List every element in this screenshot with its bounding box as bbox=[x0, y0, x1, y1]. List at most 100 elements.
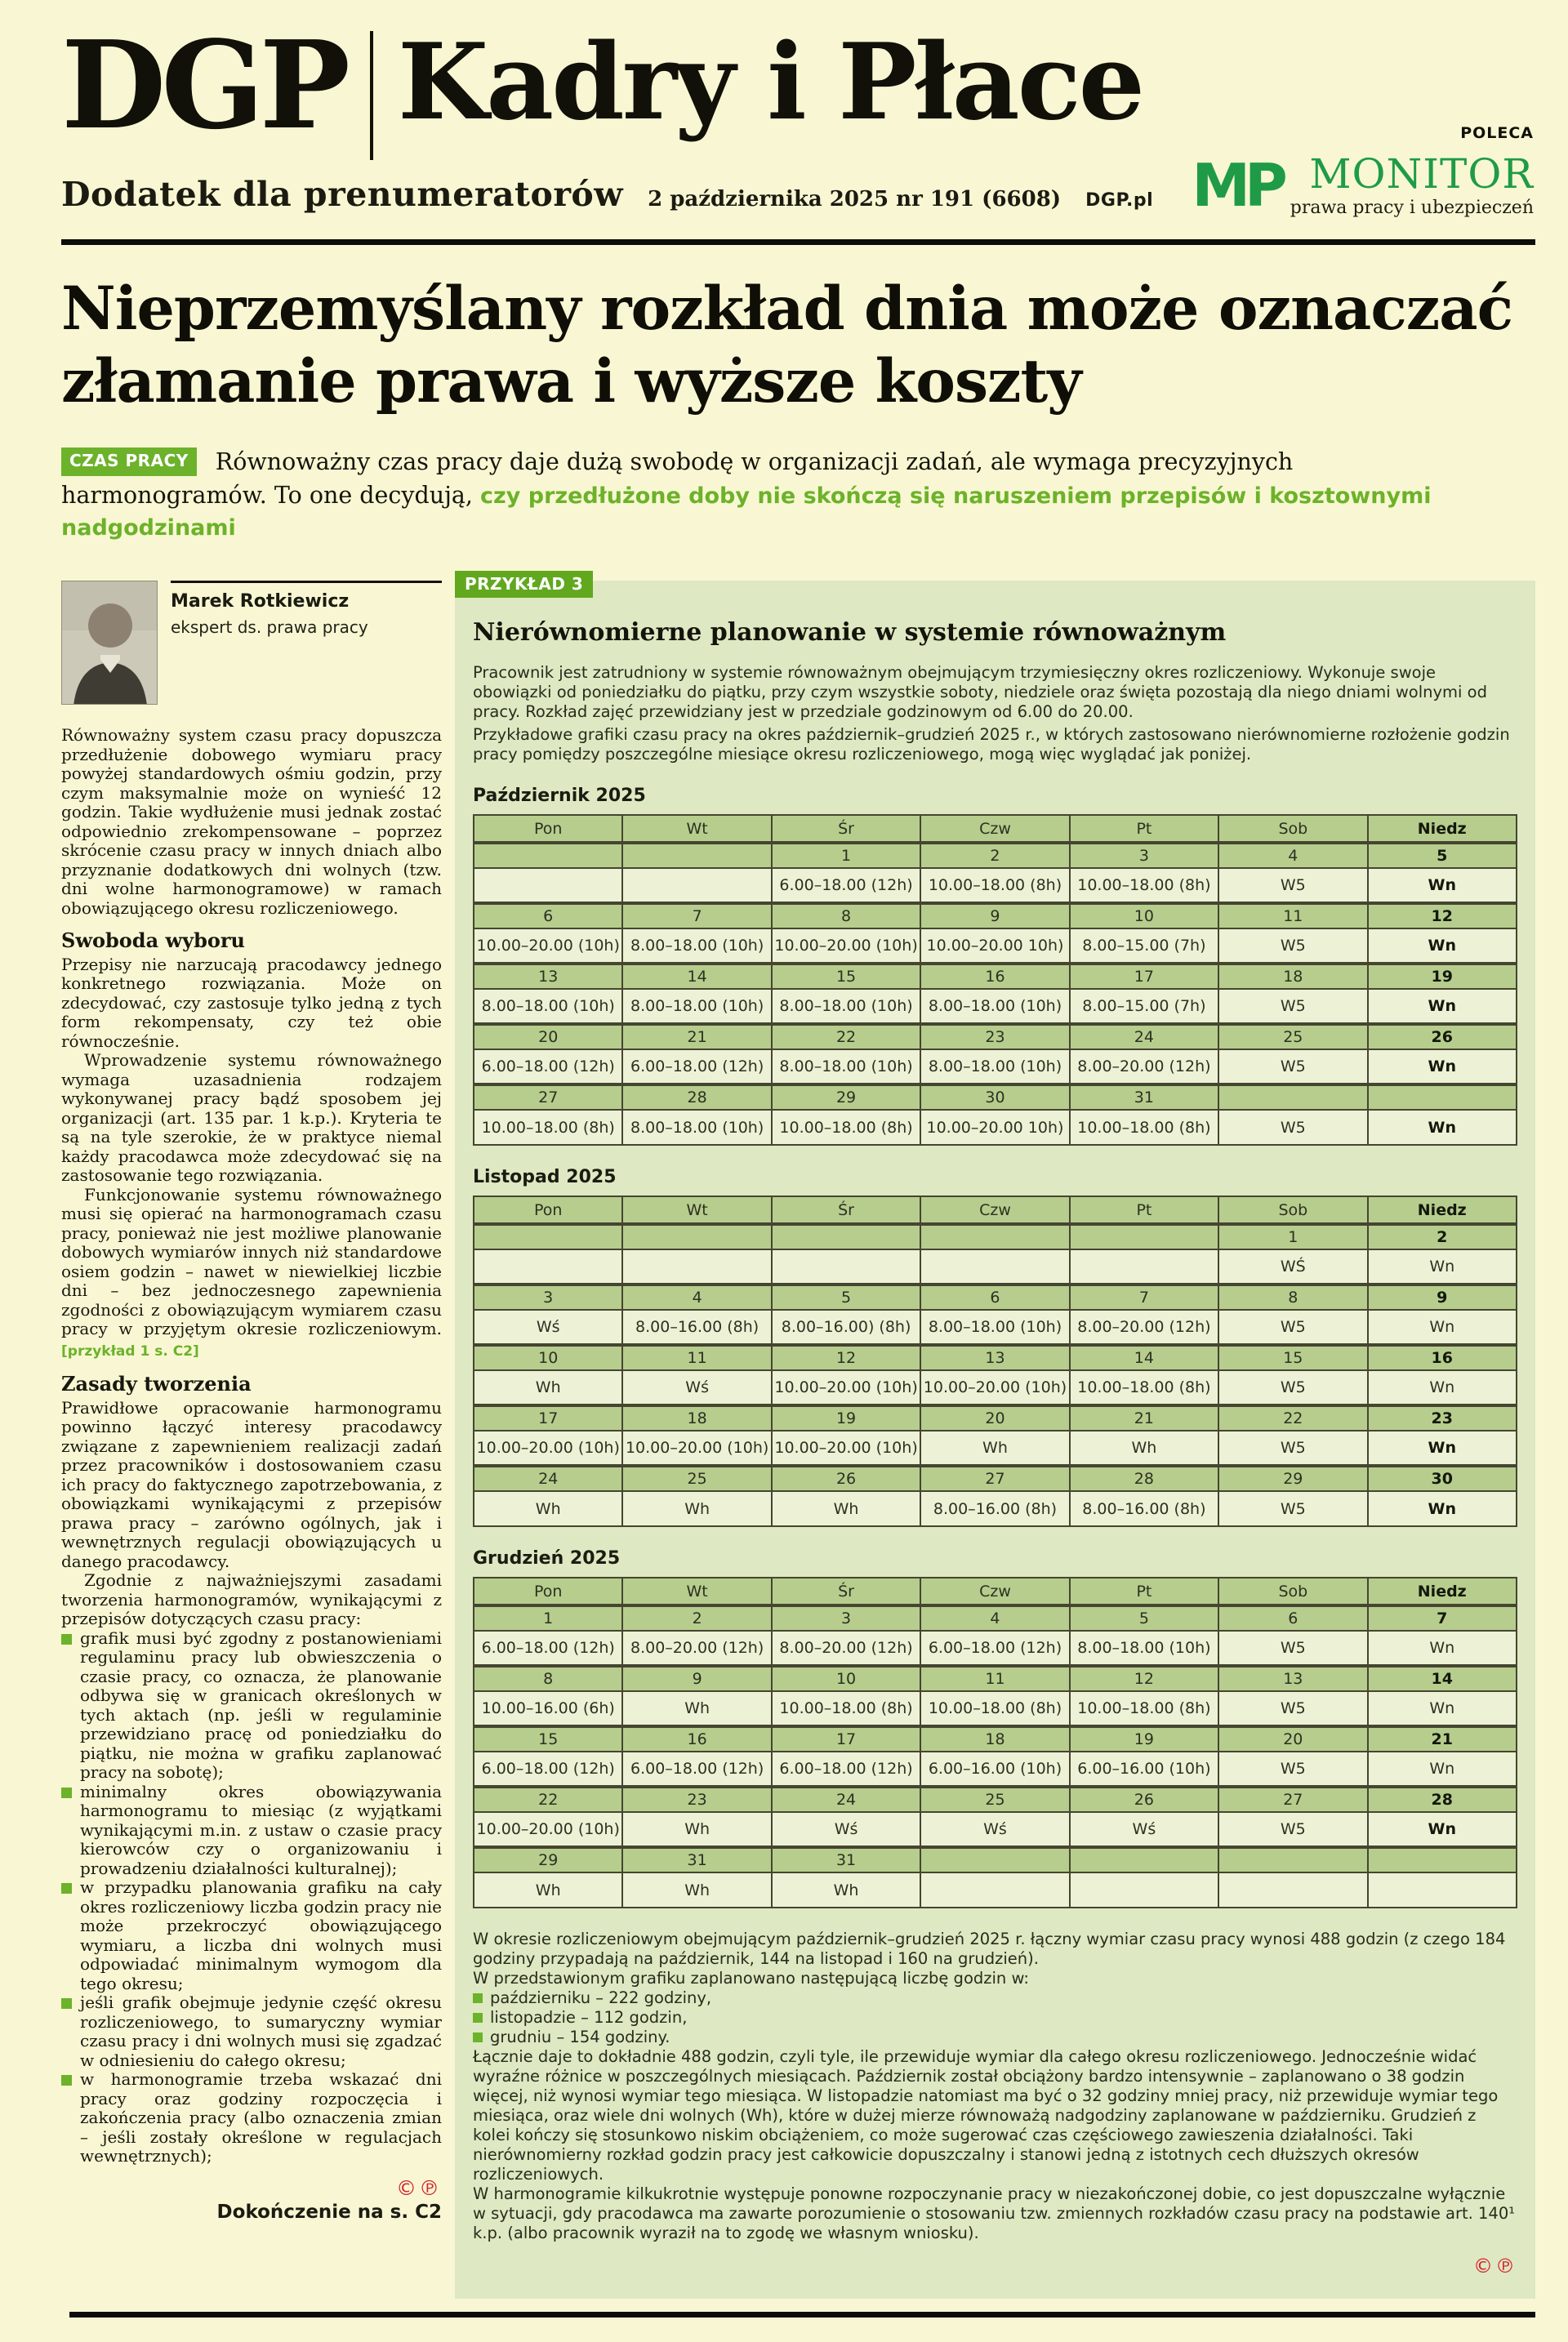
article-paragraph: Prawidłowe opracowanie harmonogramu powi… bbox=[61, 1397, 442, 1571]
month-label: Listopad 2025 bbox=[473, 1167, 617, 1188]
date-cell: 9 bbox=[1366, 1283, 1518, 1311]
date-cell: 31 bbox=[770, 1846, 922, 1874]
hours-cell: WŚ bbox=[1218, 1249, 1369, 1286]
day-header: Pt bbox=[1068, 1195, 1220, 1227]
date-cell: 10 bbox=[770, 1664, 922, 1693]
date-cell: 20 bbox=[1218, 1725, 1369, 1753]
hours-cell: Wh bbox=[472, 1369, 624, 1407]
hours-cell: 10.00–20.00 (10h) bbox=[920, 1369, 1071, 1407]
hours-cell: 10.00–20.00 (10h) bbox=[770, 928, 922, 965]
hours-cell: 10.00–18.00 (8h) bbox=[1068, 1369, 1220, 1407]
date-cell: 24 bbox=[472, 1464, 624, 1493]
date-cell: 4 bbox=[920, 1604, 1071, 1632]
article-paragraph: Przepisy nie narzucają pracodawcy jedneg… bbox=[61, 954, 442, 1051]
hours-cell: 6.00–16.00 (10h) bbox=[920, 1751, 1071, 1788]
section-heading: Zasady tworzenia bbox=[61, 1372, 252, 1396]
hours-cell: Wn bbox=[1366, 1109, 1518, 1147]
hours-cell: 6.00–18.00 (12h) bbox=[770, 867, 922, 905]
date-cell: 25 bbox=[920, 1785, 1071, 1814]
masthead: DGP Kadry i Płace Dodatek dla prenumerat… bbox=[61, 14, 1535, 218]
hours-row: 10.00–20.00 (10h) 10.00–20.00 (10h) 10.00–… bbox=[472, 1430, 1518, 1467]
hours-cell: Wn bbox=[1366, 1751, 1518, 1788]
hours-cell: 10.00–18.00 (8h) bbox=[920, 1690, 1071, 1728]
hours-row: Wś 8.00–16.00 (8h) 8.00–16.00) (8h) 8.00–18… bbox=[472, 1309, 1518, 1347]
hours-cell: Wn bbox=[1366, 1630, 1518, 1667]
date-cell: 11 bbox=[920, 1664, 1071, 1693]
bullet-text: październiku – 222 godziny, bbox=[490, 1988, 712, 2008]
hours-cell: Wn bbox=[1366, 1690, 1518, 1728]
date-cell: 9 bbox=[920, 902, 1071, 930]
hours-cell: W5 bbox=[1218, 1049, 1369, 1086]
subtitle-row: Dodatek dla prenumeratorów 2 październik… bbox=[61, 175, 1153, 214]
hours-cell: 10.00–16.00 (6h) bbox=[472, 1690, 624, 1728]
date-cell: 28 bbox=[1366, 1785, 1518, 1814]
date-cell: 27 bbox=[920, 1464, 1071, 1493]
date-cell: 26 bbox=[1366, 1022, 1518, 1051]
hours-cell: 6.00–18.00 (12h) bbox=[770, 1751, 922, 1788]
date-cell: 3 bbox=[770, 1604, 922, 1632]
date-row: 29 31 31 bbox=[472, 1846, 1518, 1874]
issue-date: 2 października 2025 nr 191 (6608) bbox=[648, 187, 1062, 211]
masthead-left: DGP Kadry i Płace Dodatek dla prenumerat… bbox=[61, 14, 1153, 214]
hours-cell: 6.00–18.00 (12h) bbox=[621, 1751, 773, 1788]
continuation-note: Dokończenie na s. C2 bbox=[216, 2201, 442, 2223]
bullet-item: minimalny okres obowiązywania harmonogra… bbox=[61, 1782, 442, 1879]
date-cell: 6 bbox=[472, 902, 624, 930]
date-cell: 5 bbox=[1366, 841, 1518, 870]
date-cell: 1 bbox=[770, 841, 922, 870]
hours-cell: 6.00–18.00 (12h) bbox=[920, 1630, 1071, 1667]
hours-cell: Wh bbox=[621, 1690, 773, 1728]
date-cell: 14 bbox=[1366, 1664, 1518, 1693]
hours-row: Wh Wh Wh 8.00–16.00 (8h) 8.00–16.00 (8h) W5 Wn bbox=[472, 1490, 1518, 1528]
hours-cell: Wś bbox=[621, 1369, 773, 1407]
hours-cell bbox=[1068, 1872, 1220, 1909]
kicker-badge: CZAS PRACY bbox=[61, 447, 197, 476]
hours-cell: Wh bbox=[472, 1490, 624, 1528]
date-cell: 2 bbox=[920, 841, 1071, 870]
article-column: Marek Rotkiewicz ekspert ds. prawa pracy… bbox=[61, 581, 442, 2223]
bullet-text: listopadzie – 112 godzin, bbox=[490, 2008, 688, 2028]
hours-cell: 10.00–20.00 (10h) bbox=[770, 1369, 922, 1407]
hours-cell: 8.00–15.00 (7h) bbox=[1068, 988, 1220, 1026]
hours-cell: Wn bbox=[1366, 1309, 1518, 1347]
date-cell bbox=[1068, 1222, 1220, 1251]
date-cell: 8 bbox=[1218, 1283, 1369, 1311]
hours-cell: Wś bbox=[770, 1811, 922, 1849]
content-columns: Marek Rotkiewicz ekspert ds. prawa pracy… bbox=[61, 571, 1535, 2300]
hours-cell: 6.00–18.00 (12h) bbox=[472, 1630, 624, 1667]
hours-cell bbox=[920, 1249, 1071, 1286]
date-cell: 11 bbox=[621, 1343, 773, 1372]
hours-row: 10.00–20.00 (10h) 8.00–18.00 (10h) 10.00–2… bbox=[472, 928, 1518, 965]
hours-cell: Wn bbox=[1366, 1430, 1518, 1467]
date-cell: 20 bbox=[472, 1022, 624, 1051]
brand-divider bbox=[370, 31, 374, 160]
date-cell: 29 bbox=[770, 1083, 922, 1111]
hours-cell: Wn bbox=[1366, 1490, 1518, 1528]
date-cell: 15 bbox=[770, 962, 922, 991]
hours-cell: Wh bbox=[770, 1872, 922, 1909]
example-reference-link: [przykład 1 s. C2] bbox=[61, 1342, 199, 1360]
date-row: 20 21 22 23 24 25 26 bbox=[472, 1022, 1518, 1051]
hours-cell: 8.00–18.00 (10h) bbox=[770, 1049, 922, 1086]
headline-line-2: złamanie prawa i wyższe koszty bbox=[61, 346, 1082, 417]
date-cell: 17 bbox=[1068, 962, 1220, 991]
hours-cell: W5 bbox=[1218, 1490, 1369, 1528]
hours-cell: 10.00–20.00 (10h) bbox=[770, 1430, 922, 1467]
hours-row: 6.00–18.00 (12h) 6.00–18.00 (12h) 6.00–18.… bbox=[472, 1751, 1518, 1788]
date-cell: 28 bbox=[621, 1083, 773, 1111]
bullet-square-icon bbox=[61, 1883, 72, 1895]
article-footer: ©℗ Dokończenie na s. C2 bbox=[61, 2176, 442, 2223]
day-header: Sob bbox=[1218, 814, 1369, 845]
date-cell: 22 bbox=[472, 1785, 624, 1814]
date-cell: 31 bbox=[1068, 1083, 1220, 1111]
date-cell: 18 bbox=[920, 1725, 1071, 1753]
date-cell bbox=[770, 1222, 922, 1251]
date-cell bbox=[621, 841, 773, 870]
bullet-item: grudniu – 154 godziny. bbox=[473, 2028, 1517, 2047]
dgp-logo: DGP bbox=[61, 14, 350, 156]
day-header: Czw bbox=[920, 1577, 1071, 1608]
date-cell: 26 bbox=[1068, 1785, 1220, 1814]
date-cell: 6 bbox=[920, 1283, 1071, 1311]
masthead-right: POLECA MP MONITOR prawa pracy i ubezpiec… bbox=[1192, 28, 1535, 218]
